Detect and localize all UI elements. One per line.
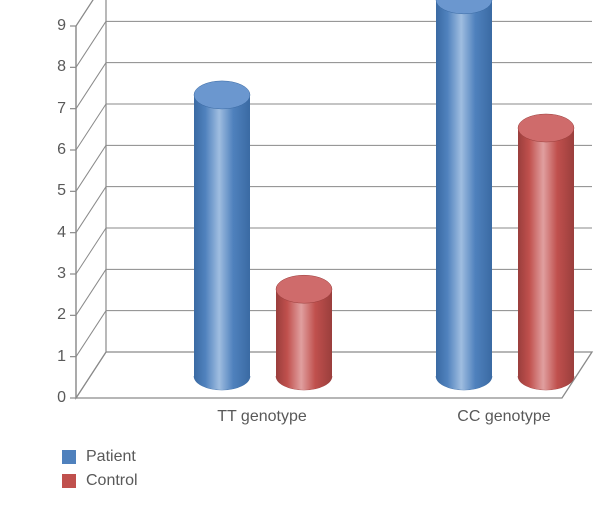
legend-item: Patient (62, 448, 138, 466)
y-tick-label: 2 (36, 306, 66, 324)
category-label: TT genotype (182, 408, 342, 426)
legend-swatch (62, 474, 76, 488)
bar (518, 114, 574, 390)
bar (436, 0, 492, 390)
legend-label: Control (86, 472, 138, 490)
y-tick-label: 9 (36, 17, 66, 35)
y-tick-label: 8 (36, 58, 66, 76)
legend-label: Patient (86, 448, 136, 466)
y-tick-label: 1 (36, 348, 66, 366)
legend-swatch (62, 450, 76, 464)
bar (276, 275, 332, 390)
y-tick-label: 5 (36, 182, 66, 200)
category-label: CC genotype (424, 408, 584, 426)
chart-floor (0, 0, 600, 517)
y-tick-label: 7 (36, 100, 66, 118)
bar (194, 81, 250, 390)
chart-stage: 0 1 2 3 4 5 6 7 8 9 TT genotype CC genotype Patien… (0, 0, 600, 517)
y-tick-label: 3 (36, 265, 66, 283)
legend: Patient Control (62, 448, 138, 496)
y-tick-label: 6 (36, 141, 66, 159)
y-tick-label: 0 (36, 389, 66, 407)
y-tick-label: 4 (36, 224, 66, 242)
legend-item: Control (62, 472, 138, 490)
